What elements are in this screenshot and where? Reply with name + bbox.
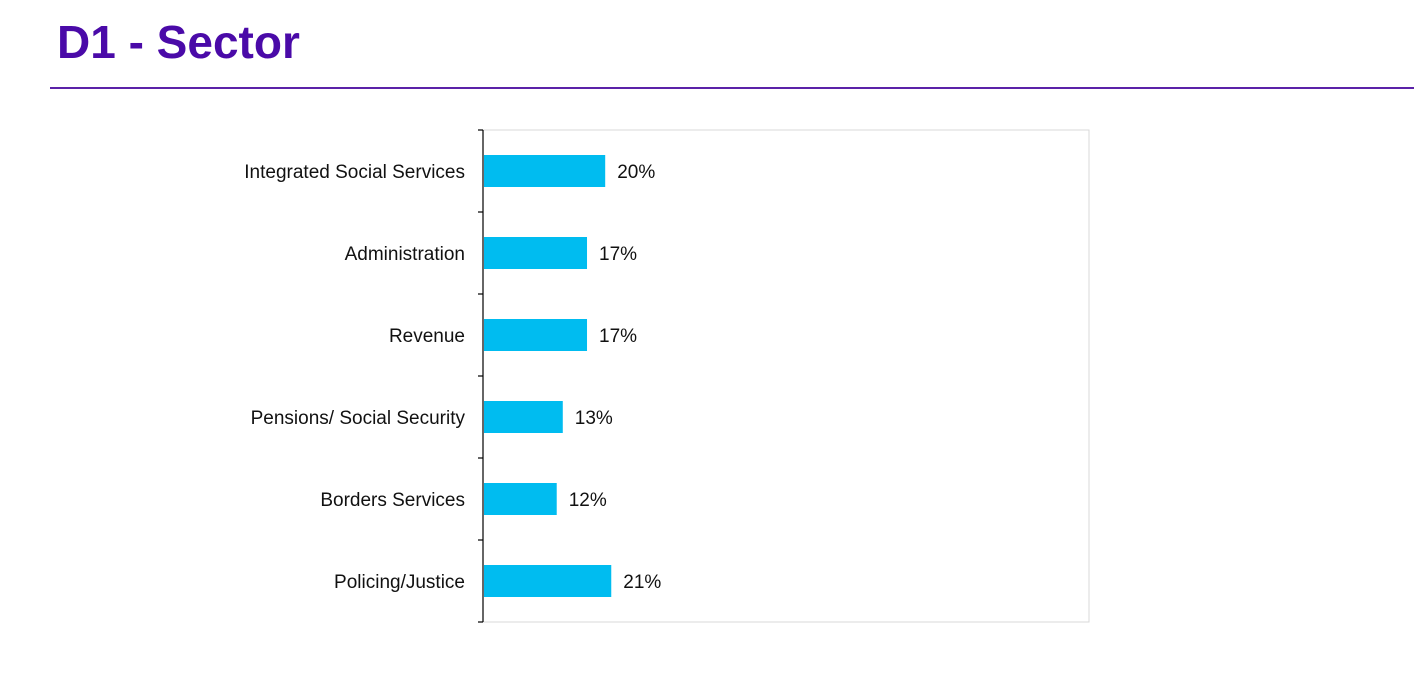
bar: [484, 401, 563, 433]
title-divider: [50, 87, 1414, 89]
bar: [484, 565, 612, 597]
category-tick-label: Borders Services: [320, 490, 465, 511]
bar: [484, 483, 557, 515]
category-tick-label: Policing/Justice: [334, 572, 465, 593]
category-tick-label: Integrated Social Services: [244, 162, 465, 183]
data-label: 12%: [569, 490, 607, 511]
bar: [484, 237, 588, 269]
category-tick-label: Administration: [345, 244, 465, 265]
category-tick-label: Revenue: [389, 326, 465, 347]
data-label: 17%: [599, 326, 637, 347]
data-label: 21%: [623, 572, 661, 593]
data-label: 13%: [575, 408, 613, 429]
bar: [484, 319, 588, 351]
data-label: 20%: [617, 162, 655, 183]
bar: [484, 155, 606, 187]
data-label: 17%: [599, 244, 637, 265]
category-tick-label: Pensions/ Social Security: [251, 408, 466, 429]
plot-area: [482, 129, 1090, 623]
page-title: D1 - Sector: [57, 16, 300, 68]
